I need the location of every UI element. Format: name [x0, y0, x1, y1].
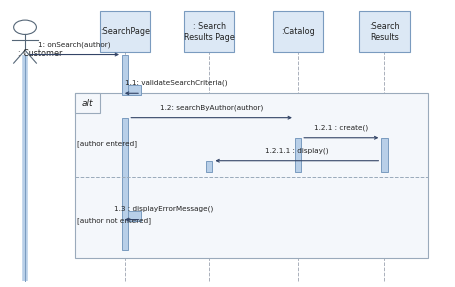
- Text: :Catalog: :Catalog: [281, 27, 315, 36]
- Text: 1.3 : displayErrorMessage(): 1.3 : displayErrorMessage(): [114, 206, 213, 212]
- Bar: [122, 118, 128, 250]
- Bar: [100, 11, 150, 52]
- Bar: [128, 85, 141, 95]
- Bar: [75, 93, 428, 258]
- Bar: [206, 161, 212, 172]
- Bar: [273, 11, 323, 52]
- Text: 1.2.1 : create(): 1.2.1 : create(): [314, 125, 368, 131]
- Bar: [381, 138, 388, 172]
- Text: : Search
Results Page: : Search Results Page: [184, 22, 235, 42]
- Text: : Customer: : Customer: [18, 49, 63, 58]
- Text: :SearchPage: :SearchPage: [100, 27, 150, 36]
- Text: [author not entered]: [author not entered]: [77, 218, 152, 224]
- Bar: [128, 211, 141, 221]
- Text: 1.1: validateSearchCriteria(): 1.1: validateSearchCriteria(): [125, 79, 228, 86]
- Bar: [295, 138, 301, 172]
- Text: :Search
Results: :Search Results: [369, 22, 400, 42]
- Text: alt: alt: [82, 99, 93, 108]
- Text: 1.2.1.1 : display(): 1.2.1.1 : display(): [265, 148, 329, 154]
- Bar: [184, 11, 234, 52]
- Text: [author entered]: [author entered]: [77, 140, 137, 147]
- Bar: [359, 11, 410, 52]
- Text: 1.2: searchByAuthor(author): 1.2: searchByAuthor(author): [160, 105, 263, 111]
- Bar: [122, 55, 128, 95]
- Bar: [75, 93, 100, 113]
- Text: 1: onSearch(author): 1: onSearch(author): [38, 42, 111, 48]
